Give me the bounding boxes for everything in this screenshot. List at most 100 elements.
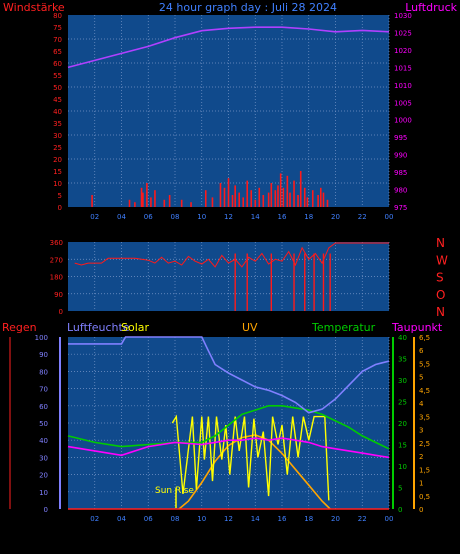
temperature-tick-label: 25	[398, 399, 407, 407]
time-tick-label: 06	[144, 515, 153, 523]
wind-bar	[238, 192, 240, 207]
direction-tick-label: 90	[54, 291, 63, 299]
sunrise-label: Sun Rise	[155, 486, 194, 496]
wind-bar	[190, 202, 192, 207]
pressure-tick-label: 975	[394, 204, 407, 212]
pressure-tick-label: 1025	[394, 29, 412, 37]
wind-axis-title: Windstärke	[3, 1, 65, 14]
solar-axis-title: Solar	[121, 321, 150, 334]
wind-bar	[154, 190, 156, 207]
wind-tick-label: 25	[53, 144, 62, 152]
temperature-tick-label: 0	[398, 506, 402, 514]
time-tick-label: 12	[224, 515, 233, 523]
wind-tick-label: 15	[53, 168, 62, 176]
time-tick-label: 10	[197, 515, 206, 523]
direction-tick-label: 270	[50, 256, 63, 264]
solar-line	[171, 414, 330, 501]
time-tick-label: 08	[171, 213, 180, 221]
wind-tick-label: 75	[53, 24, 62, 32]
temperature-tick-label: 30	[398, 377, 407, 385]
humidity-tick-label: 60	[39, 403, 48, 411]
time-tick-label: 04	[117, 213, 126, 221]
wind-bar	[279, 173, 282, 207]
compass-letter: W	[436, 253, 448, 267]
humidity-tick-label: 50	[39, 420, 48, 428]
direction-tick-label: 0	[59, 308, 63, 316]
wind-bar	[227, 178, 230, 207]
uv-axis-ticks: 0 0,5 1 1,5 2 2,5 3 3,5 4 4,5 5 5,5 6 6,5	[413, 334, 430, 514]
pressure-tick-label: 995	[394, 134, 407, 142]
wind-bar	[267, 192, 270, 207]
wind-tick-label: 40	[53, 108, 62, 116]
temperature-axis-ticks: 0 5 10 15 20 25 30 35 40	[392, 334, 407, 514]
wind-bar	[246, 180, 249, 207]
compass-letter: N	[436, 305, 445, 319]
pressure-tick-label: 1010	[394, 82, 412, 90]
wind-bar	[306, 197, 309, 207]
climate-time-axis: 02 04 06 08 10 12 14 16 18 20 22 00	[90, 515, 393, 523]
wind-bar	[299, 171, 302, 207]
wind-bar	[204, 190, 207, 207]
wind-bar	[289, 192, 291, 207]
uv-tick-label: 6	[419, 347, 424, 355]
wind-bar	[140, 187, 143, 207]
wind-tick-label: 10	[53, 180, 62, 188]
uv-tick-label: 1,5	[419, 466, 430, 474]
wind-tick-label: 35	[53, 120, 62, 128]
compass-letter: S	[436, 271, 444, 285]
uv-tick-label: 0,5	[419, 493, 430, 501]
humidity-tick-label: 0	[44, 506, 48, 514]
wind-bar	[242, 197, 245, 207]
humidity-tick-label: 30	[39, 454, 48, 462]
wind-tick-label: 55	[53, 72, 62, 80]
time-tick-label: 20	[331, 213, 340, 221]
time-tick-label: 14	[251, 213, 260, 221]
direction-tick-label: 180	[50, 274, 63, 282]
rain-axis-title: Regen	[2, 321, 37, 334]
temperature-tick-label: 15	[398, 442, 407, 450]
pressure-tick-label: 1005	[394, 99, 412, 107]
wind-tick-label: 65	[53, 48, 62, 56]
wind-axis-ticks: 0 5 10 15 20 25 30 35 40 45 50 55 60 65 70 75 80	[53, 12, 62, 212]
time-tick-label: 02	[90, 515, 99, 523]
wind-direction-trace	[74, 242, 389, 268]
wind-bar	[168, 195, 171, 207]
time-tick-label: 00	[385, 213, 394, 221]
wind-bar	[146, 183, 148, 207]
time-tick-label: 18	[304, 515, 313, 523]
humidity-line	[68, 336, 390, 414]
humidity-tick-label: 70	[39, 386, 48, 394]
wind-direction-grid	[68, 242, 390, 311]
time-tick-label: 10	[197, 213, 206, 221]
dewpoint-axis-title: Taupunkt	[391, 321, 443, 334]
pressure-tick-label: 1015	[394, 64, 412, 72]
compass-letter: O	[436, 288, 445, 302]
wind-bar	[317, 195, 319, 207]
time-tick-label: 18	[304, 213, 313, 221]
wind-bar	[258, 187, 261, 207]
wind-bar	[262, 195, 265, 207]
time-tick-label: 08	[171, 515, 180, 523]
time-tick-label: 06	[144, 213, 153, 221]
wind-tick-label: 30	[53, 132, 62, 140]
compass-letter: N	[436, 236, 445, 250]
time-tick-label: 22	[358, 213, 367, 221]
dewpoint-line	[67, 437, 390, 459]
uv-tick-label: 5,5	[419, 360, 430, 368]
wind-tick-label: 5	[58, 192, 62, 200]
humidity-tick-label: 10	[39, 489, 48, 497]
wind-bar	[274, 190, 277, 207]
direction-degree-ticks: 0 90 180 270 360	[50, 239, 63, 316]
pressure-tick-label: 990	[394, 152, 407, 160]
pressure-tick-label: 980	[394, 187, 407, 195]
wind-bar	[282, 187, 285, 207]
wind-bar	[322, 192, 325, 207]
time-tick-label: 16	[278, 213, 287, 221]
wind-bar	[270, 183, 273, 207]
wind-bar	[286, 175, 289, 207]
humidity-axis-ticks: 0 10 20 30 40 50 60 70 80 90 100	[35, 334, 61, 514]
wind-tick-label: 50	[53, 84, 62, 92]
pressure-tick-label: 985	[394, 169, 407, 177]
wind-bar	[128, 199, 131, 207]
humidity-tick-label: 90	[39, 351, 48, 359]
